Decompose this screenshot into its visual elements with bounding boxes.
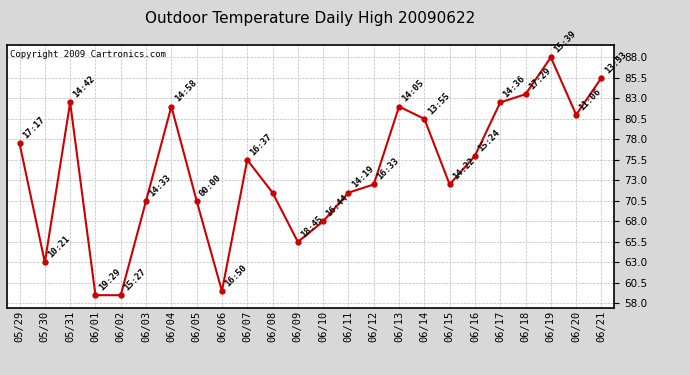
Text: 11:06: 11:06 — [578, 87, 603, 112]
Text: 14:58: 14:58 — [172, 78, 198, 104]
Text: 15:27: 15:27 — [122, 267, 148, 292]
Text: 18:45: 18:45 — [299, 214, 324, 239]
Text: 17:29: 17:29 — [527, 66, 552, 92]
Text: 14:33: 14:33 — [148, 173, 172, 198]
Text: Copyright 2009 Cartronics.com: Copyright 2009 Cartronics.com — [10, 50, 166, 59]
Text: 17:17: 17:17 — [21, 115, 46, 141]
Text: 14:36: 14:36 — [502, 74, 527, 100]
Text: Outdoor Temperature Daily High 20090622: Outdoor Temperature Daily High 20090622 — [146, 11, 475, 26]
Text: 16:44: 16:44 — [324, 193, 350, 219]
Text: 14:05: 14:05 — [400, 78, 426, 104]
Text: 00:00: 00:00 — [198, 173, 224, 198]
Text: 14:22: 14:22 — [451, 156, 476, 182]
Text: 19:29: 19:29 — [97, 267, 122, 292]
Text: 14:42: 14:42 — [72, 74, 97, 100]
Text: 15:39: 15:39 — [552, 29, 578, 54]
Text: 16:37: 16:37 — [248, 132, 274, 157]
Text: 10:21: 10:21 — [46, 234, 72, 260]
Text: 16:50: 16:50 — [224, 263, 248, 288]
Text: 14:19: 14:19 — [350, 165, 375, 190]
Text: 15:24: 15:24 — [476, 128, 502, 153]
Text: 13:53: 13:53 — [603, 50, 628, 75]
Text: 13:55: 13:55 — [426, 91, 451, 116]
Text: 16:33: 16:33 — [375, 156, 400, 182]
